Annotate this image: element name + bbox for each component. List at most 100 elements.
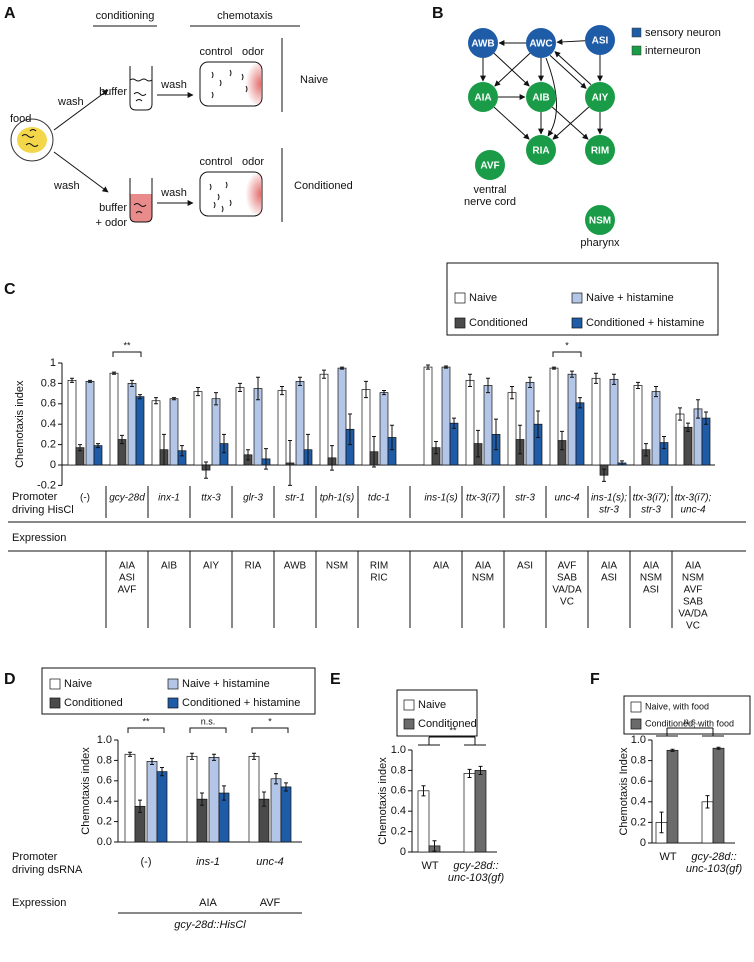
- bar: [449, 422, 459, 466]
- legend-swatch: [631, 27, 642, 38]
- expression-label: NSM: [472, 573, 494, 584]
- error-bar: [364, 380, 368, 399]
- error-bar: [620, 460, 624, 466]
- panel-a: A conditioning chemotaxis food wash wash…: [4, 5, 353, 229]
- significance-label: **: [142, 716, 150, 726]
- bar: [633, 385, 643, 466]
- error-bar: [204, 461, 208, 479]
- bar: [675, 413, 685, 466]
- y-tick-label: 0.4: [97, 795, 112, 807]
- expression-label: AVF: [260, 897, 281, 909]
- bar: [549, 367, 559, 466]
- y-tick-label: 0.0: [97, 836, 112, 848]
- x-tick-label: str-1: [285, 493, 305, 504]
- y-tick-label: 0.6: [391, 785, 406, 797]
- y-tick-label: 0.8: [631, 755, 646, 767]
- y-axis-label: Chemotaxis Index: [618, 747, 630, 836]
- error-bar: [348, 413, 352, 446]
- x-tick-label: ttx-3: [201, 493, 221, 504]
- bar: [277, 390, 287, 466]
- error-bar: [432, 840, 437, 852]
- odor-spot: [235, 64, 261, 104]
- error-bar: [478, 765, 483, 775]
- odor-spot: [235, 174, 261, 214]
- legend-box: [41, 667, 316, 715]
- y-tick-label: 0.4: [631, 796, 646, 808]
- legend-swatch: [631, 45, 642, 56]
- y-tick-label: 1.0: [391, 744, 406, 756]
- bar: [208, 756, 220, 843]
- error-bar: [256, 376, 260, 401]
- bar: [169, 398, 179, 466]
- label: wash: [57, 96, 84, 108]
- y-tick-label: 0.2: [631, 816, 646, 828]
- x-tick-label: tdc-1: [368, 493, 390, 504]
- error-bar: [570, 370, 574, 378]
- expression-label: SAB: [557, 573, 577, 584]
- y-tick-label: -0.2: [37, 479, 56, 491]
- bar: [463, 773, 476, 853]
- y-tick-label: 0.8: [391, 764, 406, 776]
- y-tick-label: 1.0: [97, 734, 112, 746]
- network-edge: [549, 54, 587, 89]
- neuron-node: [526, 135, 556, 165]
- error-bar: [180, 445, 184, 457]
- label: + odor: [96, 217, 128, 229]
- legend-box: [396, 689, 478, 737]
- y-axis-label: Chemotaxis index: [14, 380, 26, 468]
- expression-label: VC: [686, 621, 700, 632]
- caption: ventral: [473, 184, 506, 196]
- error-bar: [70, 377, 74, 383]
- expression-label: ASI: [119, 573, 135, 584]
- error-bar: [154, 397, 158, 405]
- x-tick-label: WT: [421, 860, 438, 872]
- bar: [280, 786, 292, 843]
- x-tick-label: ins-1: [196, 856, 220, 868]
- expression-label: NSM: [682, 573, 704, 584]
- liquid: [129, 78, 153, 82]
- expression-label: ASI: [601, 573, 617, 584]
- x-tick-label: str-3: [515, 493, 535, 504]
- label: odor: [242, 46, 264, 58]
- bar: [441, 366, 451, 466]
- error-bar: [88, 379, 92, 383]
- bar: [85, 381, 95, 466]
- expression-label: AVF: [684, 585, 703, 596]
- y-tick-label: 0.6: [631, 775, 646, 787]
- legend-swatch: [454, 292, 466, 304]
- beaker: [129, 178, 153, 223]
- error-bar: [222, 785, 226, 801]
- y-tick-label: 0.8: [97, 754, 112, 766]
- significance-bracket: [656, 727, 724, 737]
- legend-swatch: [49, 678, 61, 690]
- error-bar: [716, 746, 721, 750]
- error-bar: [594, 372, 598, 384]
- y-tick-label: 0: [640, 837, 646, 849]
- error-bar: [306, 433, 310, 466]
- error-bar: [222, 433, 226, 454]
- significance-label: *: [268, 716, 272, 726]
- error-bar: [536, 410, 540, 438]
- expression-label: AIA: [475, 561, 491, 572]
- worms: [133, 92, 147, 102]
- network-edge: [552, 106, 590, 140]
- y-tick-label: 0.8: [41, 377, 56, 389]
- error-bar: [322, 369, 326, 379]
- neuron-label: RIA: [532, 146, 549, 157]
- significance-label: n.s.: [201, 716, 216, 726]
- neuron-node: [475, 150, 505, 180]
- error-bar: [238, 382, 242, 393]
- expression-label: VA/DA: [678, 609, 708, 620]
- worms: [211, 69, 248, 99]
- x-tick-label: ttx-3(i7);: [675, 493, 712, 504]
- legend-box: [623, 695, 751, 735]
- row-label: Expression: [12, 897, 66, 909]
- legend-swatch: [630, 718, 642, 730]
- legend-label: sensory neuron: [645, 27, 721, 39]
- expression-label: ASI: [517, 561, 533, 572]
- legend-label: Conditioned: [469, 317, 528, 329]
- label: wash: [160, 79, 187, 91]
